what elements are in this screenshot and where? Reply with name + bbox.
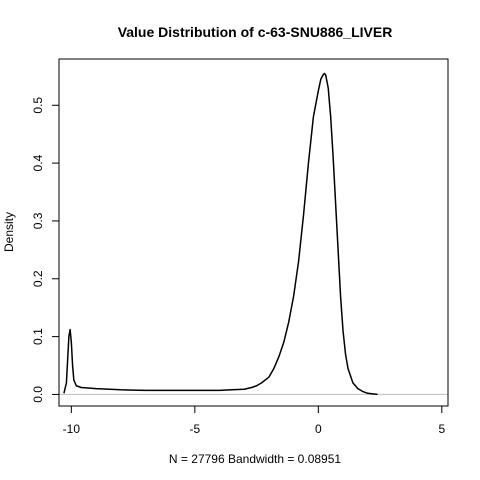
x-tick-label: -5 bbox=[190, 422, 201, 436]
y-axis: 0.0 0.1 0.2 0.3 0.4 0.5 bbox=[31, 97, 59, 403]
x-tick-label: -10 bbox=[63, 422, 81, 436]
chart-title: Value Distribution of c-63-SNU886_LIVER bbox=[118, 24, 393, 40]
x-tick-label: 0 bbox=[315, 422, 322, 436]
y-tick-label: 0.0 bbox=[31, 386, 45, 403]
density-series-line bbox=[63, 72, 378, 396]
y-tick-label: 0.2 bbox=[31, 270, 45, 287]
x-axis: -10 -5 0 5 bbox=[63, 406, 445, 436]
x-tick-label: 5 bbox=[438, 422, 445, 436]
y-tick-label: 0.3 bbox=[31, 212, 45, 229]
y-tick-label: 0.1 bbox=[31, 328, 45, 345]
x-axis-label: N = 27796 Bandwidth = 0.08951 bbox=[169, 452, 341, 466]
y-axis-label: Density bbox=[2, 212, 16, 252]
plot-frame bbox=[58, 58, 449, 407]
y-tick-label: 0.4 bbox=[31, 154, 45, 171]
y-tick-label: 0.5 bbox=[31, 97, 45, 114]
